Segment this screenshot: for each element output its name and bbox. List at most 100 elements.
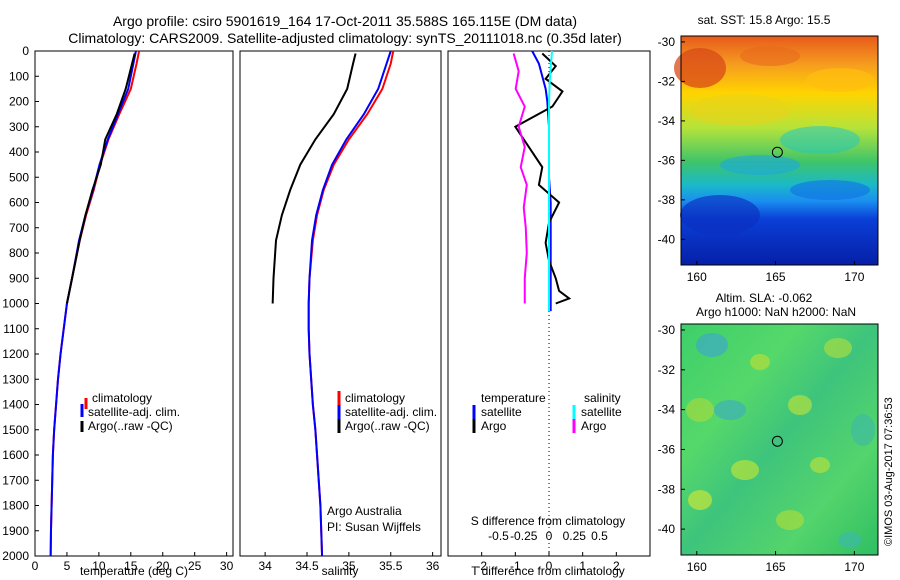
series-line-s-satellite	[548, 50, 554, 312]
map-x-tick-label: 160	[687, 560, 707, 574]
map-y-tick-label: -40	[658, 232, 676, 246]
top-x-tick-label: -0.5	[488, 529, 509, 543]
y-tick-label: 0	[22, 44, 29, 58]
legend-title-temperature: temperature	[481, 391, 546, 405]
map-y-tick-label: -38	[658, 482, 676, 496]
top-x-tick-label: 0.25	[563, 529, 587, 543]
map-y-tick-label: -30	[658, 35, 676, 49]
x-tick-label: -1	[510, 559, 521, 573]
series-line-argo-raw-qc-	[65, 53, 136, 304]
y-tick-label: 700	[9, 221, 29, 235]
series-line-climatology	[307, 50, 395, 557]
credit-line2: PI: Susan Wijffels	[327, 520, 421, 534]
legend-label-s-argo: Argo	[581, 419, 607, 433]
y-tick-label: 1300	[2, 372, 29, 386]
temperature-plot-frame	[34, 50, 234, 557]
map-y-tick-label: -38	[658, 193, 676, 207]
series-line-s-argo	[512, 53, 528, 304]
y-tick-label: 300	[9, 120, 29, 134]
legend-label-satellite: satellite-adj. clim.	[345, 405, 437, 419]
map-y-tick-label: -34	[658, 403, 676, 417]
imos-timestamp: ©IMOS 03-Aug-2017 07:36:53	[883, 397, 895, 546]
legend-label-climatology: climatology	[345, 391, 405, 405]
y-tick-label: 1800	[2, 499, 29, 513]
x-tick-label: 35	[342, 559, 356, 573]
map-y-tick-label: -36	[658, 442, 676, 456]
map-x-tick-label: 160	[687, 270, 707, 284]
x-tick-label: 10	[92, 559, 106, 573]
sst-map-title: sat. SST: 15.8 Argo: 15.5	[698, 13, 831, 27]
series-line-t-satellite	[531, 50, 552, 312]
series-line-argo-raw-qc-	[271, 53, 357, 304]
x-tick-label: 36	[426, 559, 440, 573]
difference-legend: temperature salinity satellite Argo sate…	[472, 391, 622, 433]
y-tick-label: 900	[9, 271, 29, 285]
x-tick-label: -2	[476, 559, 487, 573]
map-x-tick-label: 165	[766, 560, 786, 574]
map-x-tick-label: 165	[766, 270, 786, 284]
s-difference-axis-label: S difference from climatology	[471, 514, 626, 528]
y-tick-label: 1900	[2, 524, 29, 538]
x-tick-label: 1	[579, 559, 586, 573]
x-tick-label: 2	[613, 559, 620, 573]
series-line-t-argo	[513, 52, 572, 305]
legend-label-t-satellite: satellite	[481, 405, 522, 419]
top-x-tick-label: -0.25	[510, 529, 538, 543]
x-tick-label: 20	[156, 559, 170, 573]
temperature-legend: climatology satellite-adj. clim. Argo(..…	[80, 391, 180, 433]
temperature-x-axis-label: temperature (deg C)	[80, 564, 188, 578]
legend-title-salinity: salinity	[584, 391, 621, 405]
series-line-climatology	[49, 50, 141, 557]
t-difference-axis-label: T difference from climatology	[471, 564, 625, 578]
sla-map-panel: Altim. SLA: -0.062 Argo h1000: NaN h2000…	[658, 291, 879, 574]
x-tick-label: 34.5	[295, 559, 319, 573]
x-tick-label: 34	[258, 559, 272, 573]
salinity-panel: 34 34.5 35 35.5 36 salinity climatology sate…	[239, 50, 442, 578]
y-tick-label: 1200	[2, 347, 29, 361]
series-line-satellite-adj-clim-	[307, 50, 392, 557]
y-tick-label: 1400	[2, 398, 29, 412]
map-y-tick-label: -34	[658, 114, 676, 128]
y-tick-label: 1000	[2, 297, 29, 311]
y-tick-label: 1100	[3, 322, 29, 336]
map-y-tick-label: -36	[658, 153, 676, 167]
sla-map-frame	[680, 323, 879, 556]
y-tick-label: 1500	[2, 423, 29, 437]
y-tick-label: 100	[9, 69, 29, 83]
legend-label-argo: Argo(..raw -QC)	[345, 419, 430, 433]
y-tick-label: 500	[9, 170, 29, 184]
sla-map-title-line1: Altim. SLA: -0.062	[716, 291, 813, 305]
figure-title-line1: Argo profile: csiro 5901619_164 17-Oct-2…	[113, 13, 577, 29]
legend-label-s-satellite: satellite	[581, 405, 622, 419]
sla-map-title-line2: Argo h1000: NaN h2000: NaN	[696, 305, 856, 319]
legend-label-climatology: climatology	[92, 391, 152, 405]
legend-label-t-argo: Argo	[481, 419, 507, 433]
map-y-tick-label: -32	[658, 363, 676, 377]
top-x-tick-label: 0.5	[591, 529, 608, 543]
x-tick-label: 30	[220, 559, 234, 573]
series-line-satellite-adj-clim-	[49, 50, 137, 557]
map-y-tick-label: -32	[658, 74, 676, 88]
y-tick-label: 2000	[2, 549, 29, 563]
argo-location-marker	[771, 146, 783, 158]
y-tick-label: 1600	[2, 448, 29, 462]
map-y-tick-label: -40	[658, 522, 676, 536]
y-tick-label: 400	[9, 145, 29, 159]
x-tick-label: 25	[188, 559, 202, 573]
temperature-panel: 0 5 10 15 20 25 300100200300400500600700800900…	[2, 44, 233, 578]
legend-label-satellite: satellite-adj. clim.	[88, 405, 180, 419]
salinity-x-axis-label: salinity	[322, 564, 359, 578]
x-tick-label: 15	[124, 559, 138, 573]
sla-patches	[686, 333, 875, 548]
x-tick-label: 0	[32, 559, 39, 573]
map-x-tick-label: 170	[844, 560, 864, 574]
y-tick-label: 600	[9, 196, 29, 210]
argo-location-marker	[771, 435, 783, 447]
figure-title-line2: Climatology: CARS2009. Satellite-adjuste…	[68, 30, 622, 46]
salinity-plot-frame	[239, 50, 442, 557]
sst-map-frame	[680, 35, 879, 266]
map-x-tick-label: 170	[844, 270, 864, 284]
y-tick-label: 200	[9, 95, 29, 109]
y-tick-label: 1700	[2, 473, 29, 487]
